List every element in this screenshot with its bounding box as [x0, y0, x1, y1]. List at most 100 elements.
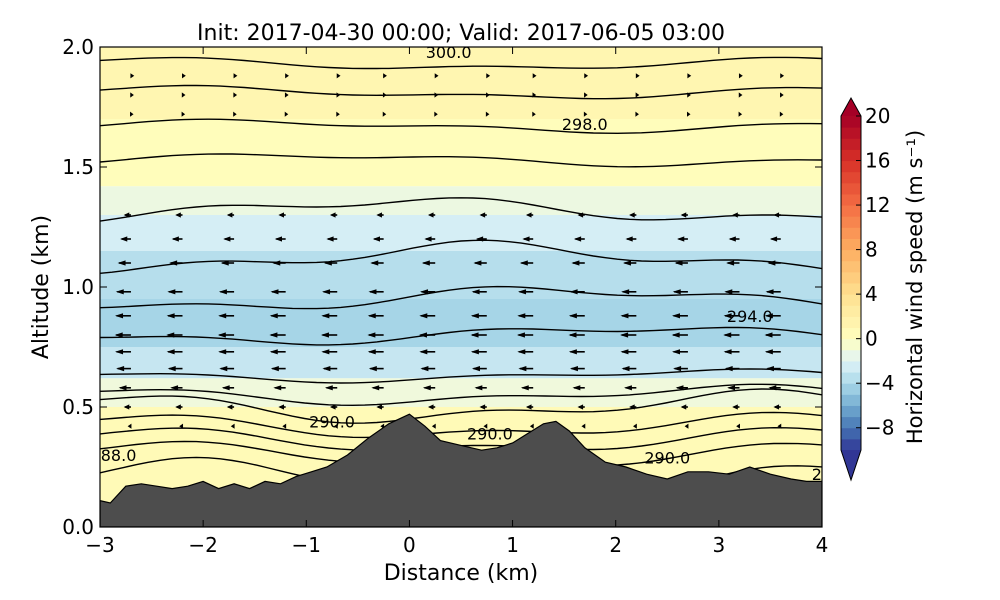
wind-vector-head [329, 212, 336, 218]
wind-vector [368, 366, 384, 372]
wind-vector [728, 236, 740, 242]
wind-vector-head [278, 404, 284, 410]
wind-vector-head [525, 212, 532, 218]
wind-vector [764, 349, 781, 355]
wind-vector-head [284, 111, 289, 117]
wind-vector [114, 332, 131, 338]
wind-vector [278, 404, 286, 410]
wind-vector [724, 366, 740, 372]
wind-vector-head [322, 366, 331, 372]
theta-contour [100, 56, 822, 70]
wind-vector-head [329, 404, 336, 410]
wind-vector [181, 111, 186, 117]
contour-labels: 300.0 298.0 294.0 290.0 290.0 290.0 88.0 2 [101, 47, 822, 484]
theta-contour [100, 388, 822, 424]
wind-vector [175, 404, 183, 410]
wind-vector-head [181, 92, 186, 98]
wind-vector [115, 289, 131, 295]
wind-vector [321, 313, 338, 319]
colorbar-step [841, 149, 861, 162]
wind-vector-head [629, 212, 635, 218]
wind-vector [115, 313, 131, 319]
wind-vector-head [475, 236, 484, 242]
wind-vector [780, 73, 785, 79]
wind-vector-head [532, 73, 537, 79]
wind-vector [475, 236, 487, 242]
wind-vector [367, 349, 384, 355]
wind-vector [736, 423, 740, 429]
wind-vector-head [764, 349, 773, 355]
wind-vector [525, 212, 534, 218]
theta-contour [100, 239, 822, 274]
wind-vector-head [635, 92, 640, 98]
wind-vector-head [621, 289, 630, 295]
wind-vector-head [677, 236, 685, 242]
wind-vector [577, 404, 585, 410]
contour-label: 290.0 [309, 412, 355, 431]
wind-vector-head [674, 260, 683, 266]
wind-vector-head [479, 404, 486, 410]
wind-vector [672, 349, 688, 355]
wind-vector-head [584, 73, 589, 79]
wind-vector-head [419, 349, 428, 355]
colorbar-tick-label: 16 [865, 149, 890, 173]
wind-vector-head [376, 212, 382, 218]
colorbar-step [841, 182, 861, 195]
wind-vector-head [684, 423, 689, 429]
colorbar-ticks: 20 16 12 8 4 0 −4 −8 [856, 104, 894, 440]
wind-vector [620, 332, 637, 338]
wind-vector-head [723, 349, 732, 355]
theta-contour [100, 383, 822, 407]
colorbar-outline [840, 96, 862, 482]
wind-vector [687, 73, 692, 79]
wind-vector [569, 366, 585, 372]
wind-vector [221, 385, 235, 391]
wind-vector [764, 332, 781, 338]
wind-vector [233, 92, 238, 98]
wind-vector [382, 111, 387, 117]
wind-vector [485, 111, 490, 117]
wind-vector [329, 404, 338, 410]
wind-vector-head [473, 260, 482, 266]
wind-vector [569, 289, 585, 295]
wind-vector [123, 212, 131, 218]
wind-vector [285, 73, 289, 79]
wind-vector [779, 111, 784, 117]
wind-vector-head [584, 92, 588, 98]
wind-vector [418, 332, 436, 338]
colorbar-step [841, 271, 861, 284]
wind-vector [422, 385, 436, 391]
wind-vector-head [518, 289, 527, 295]
wind-vector-head [726, 260, 735, 266]
wind-vector [218, 349, 235, 355]
wind-vectors [114, 73, 785, 429]
wind-vector [117, 260, 131, 266]
wind-vector-head [367, 313, 376, 319]
wind-vector [474, 385, 487, 391]
wind-vector [170, 385, 183, 391]
wind-vector-head [127, 423, 132, 429]
wind-vector-head [434, 73, 439, 79]
wind-vector-head [431, 423, 436, 429]
wind-vector [175, 212, 183, 218]
theta-contour [100, 285, 822, 310]
colorbar-tick-label: −4 [865, 371, 894, 395]
wind-vector-head [376, 404, 382, 410]
wind-vector [382, 92, 387, 98]
wind-vector [671, 332, 688, 338]
wind-vector [419, 349, 436, 355]
wind-vector-head [269, 349, 278, 355]
wind-vector [738, 73, 743, 79]
wind-vector-head [422, 385, 431, 391]
wind-vector [329, 212, 338, 218]
wind-vector-head [282, 423, 287, 429]
theta-contour [100, 197, 822, 222]
wind-vector [568, 332, 585, 338]
wind-vector-head [383, 73, 387, 79]
colorbar-step [841, 260, 861, 273]
wind-vector [120, 236, 131, 242]
colorbar-tick-label: 20 [865, 104, 890, 128]
wind-vector-head [336, 92, 341, 98]
wind-vector-head [624, 385, 632, 391]
